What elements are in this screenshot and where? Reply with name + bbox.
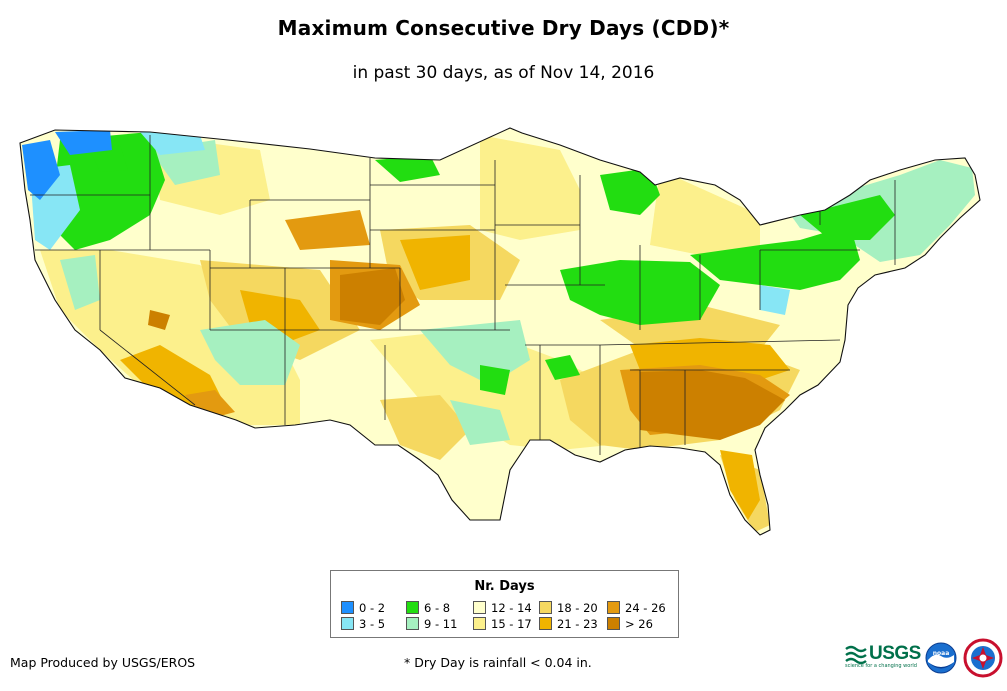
legend-label: 18 - 20 (557, 601, 598, 615)
noaa-logo: noaa (925, 642, 957, 674)
legend-label: 9 - 11 (424, 617, 458, 631)
legend-item: 24 - 26 (607, 601, 666, 615)
legend-label: 24 - 26 (625, 601, 666, 615)
legend: Nr. Days 0 - 2 3 - 5 6 - 8 9 - 11 12 - 1… (330, 570, 679, 638)
legend-title: Nr. Days (474, 579, 535, 594)
legend-item: 12 - 14 (473, 601, 532, 615)
legend-label: 6 - 8 (424, 601, 451, 615)
legend-item: 6 - 8 (406, 601, 450, 615)
legend-swatch (539, 601, 552, 614)
map-subtitle: in past 30 days, as of Nov 14, 2016 (352, 63, 655, 83)
nws-logo (963, 638, 1003, 678)
legend-item: 15 - 17 (473, 617, 532, 631)
legend-label: 3 - 5 (359, 617, 386, 631)
usgs-tagline: science for a changing world (845, 663, 917, 669)
legend-swatch (406, 601, 419, 614)
legend-label: 21 - 23 (557, 617, 598, 631)
legend-label: 15 - 17 (491, 617, 532, 631)
credit-text: Map Produced by USGS/EROS (10, 655, 196, 670)
legend-swatch (406, 617, 419, 630)
dry-day-note: * Dry Day is rainfall < 0.04 in. (404, 655, 592, 670)
legend-item: 9 - 11 (406, 617, 457, 631)
legend-swatch (341, 601, 354, 614)
usgs-wordmark: USGS (869, 643, 921, 664)
legend-label: > 26 (625, 617, 653, 631)
usgs-logo: USGS science for a changing world (845, 643, 921, 669)
legend-swatch (341, 617, 354, 630)
legend-swatch (473, 601, 486, 614)
legend-item: 18 - 20 (539, 601, 598, 615)
noaa-text: noaa (933, 650, 950, 657)
legend-item: > 26 (607, 617, 653, 631)
legend-swatch (539, 617, 552, 630)
legend-label: 0 - 2 (359, 601, 386, 615)
legend-swatch (607, 601, 620, 614)
map-title: Maximum Consecutive Dry Days (CDD)* (277, 16, 730, 40)
legend-swatch (473, 617, 486, 630)
legend-item: 21 - 23 (539, 617, 598, 631)
legend-item: 0 - 2 (341, 601, 385, 615)
legend-label: 12 - 14 (491, 601, 532, 615)
usgs-wave-icon (845, 645, 867, 665)
legend-item: 3 - 5 (341, 617, 385, 631)
legend-swatch (607, 617, 620, 630)
